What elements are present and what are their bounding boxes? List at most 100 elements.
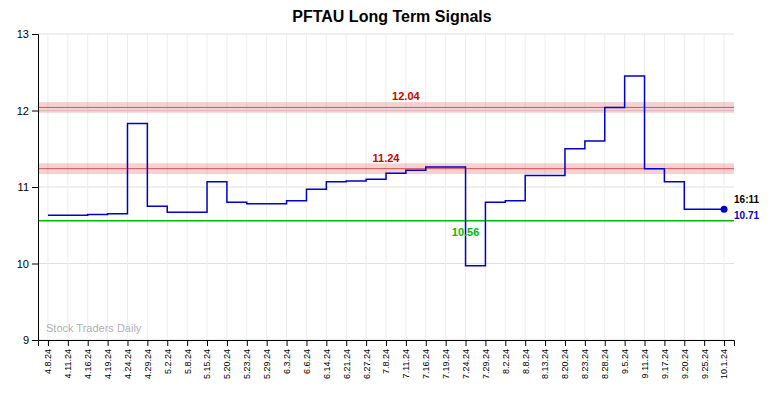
x-tick-label: 8.20.24 <box>560 349 570 379</box>
grid-line-x <box>584 34 585 340</box>
x-axis: 4.8.24 4.11.24 4.16.24 4.19.24 4.24.24 4.29.2… <box>39 340 735 379</box>
grid-line-x <box>425 34 426 340</box>
x-tick-label: 7.29.24 <box>481 349 491 379</box>
last-point <box>721 206 728 213</box>
x-tick: 5.29.24 <box>262 340 272 379</box>
x-tick-mark <box>426 340 427 346</box>
x-tick-mark <box>366 340 367 346</box>
x-tick-mark <box>724 340 725 346</box>
x-tick-mark <box>585 340 586 346</box>
x-tick-label: 9.20.24 <box>680 349 690 379</box>
x-tick-label: 4.24.24 <box>123 349 133 379</box>
reference-label: 11.24 <box>373 152 401 164</box>
x-tick-label: 4.29.24 <box>143 349 153 379</box>
title: PFTAU Long Term Signals <box>292 8 492 25</box>
x-tick: 7.8.24 <box>381 340 391 374</box>
x-tick: 10.1.24 <box>719 340 729 379</box>
y-tick-label: 13 <box>17 28 29 40</box>
x-tick: 5.2.24 <box>163 340 173 374</box>
x-tick: 8.23.24 <box>580 340 590 379</box>
reference-band <box>38 102 734 113</box>
x-tick: 8.8.24 <box>521 340 531 374</box>
reference-line <box>38 107 734 108</box>
x-tick-label: 5.29.24 <box>262 349 272 379</box>
x-tick: 5.20.24 <box>222 340 232 379</box>
x-tick-mark <box>545 340 546 346</box>
x-tick-label: 6.21.24 <box>342 349 352 379</box>
x-tick: 4.24.24 <box>123 340 133 379</box>
grid-line-x <box>724 34 725 340</box>
x-tick-label: 9.25.24 <box>700 349 710 379</box>
x-tick-label: 7.19.24 <box>441 349 451 379</box>
last-value-label: 10.71 <box>734 210 759 221</box>
y-tick-label: 10 <box>17 258 29 270</box>
x-tick-label: 7.11.24 <box>401 349 411 378</box>
x-tick-mark <box>127 340 128 346</box>
x-tick-mark <box>267 340 268 346</box>
x-tick: 8.2.24 <box>501 340 511 374</box>
x-tick-label: 6.3.24 <box>282 349 292 374</box>
x-tick: 9.17.24 <box>660 340 670 379</box>
grid-line-x <box>505 34 506 340</box>
grid-line-x <box>564 34 565 340</box>
x-tick: 4.29.24 <box>143 340 153 379</box>
x-tick-label: 9.5.24 <box>620 349 630 374</box>
x-tick: 8.20.24 <box>560 340 570 379</box>
x-tick: 7.24.24 <box>461 340 471 379</box>
reference-line <box>38 168 734 169</box>
x-tick-label: 8.23.24 <box>580 349 590 379</box>
x-tick-label: 5.8.24 <box>183 349 193 374</box>
x-tick-mark <box>108 340 109 346</box>
x-tick: 9.11.24 <box>640 340 650 378</box>
x-tick-mark <box>406 340 407 346</box>
y-tick-label: 12 <box>17 105 29 117</box>
x-tick: 5.23.24 <box>242 340 252 379</box>
grid-line-x <box>286 34 287 340</box>
x-tick-mark <box>525 340 526 346</box>
x-tick-mark <box>247 340 248 346</box>
grid-line-x <box>445 34 446 340</box>
x-tick-label: 4.8.24 <box>43 349 53 374</box>
y-tick-mark <box>32 111 38 112</box>
reference-line <box>38 220 734 222</box>
grid-line-x <box>246 34 247 340</box>
x-tick: 6.3.24 <box>282 340 292 374</box>
x-tick-mark <box>88 340 89 346</box>
x-tick-mark <box>287 340 288 346</box>
y-tick: 9 <box>23 334 38 346</box>
x-tick: 4.11.24 <box>63 340 73 378</box>
grid-line-x <box>167 34 168 340</box>
x-tick-label: 4.16.24 <box>83 349 93 379</box>
reference-label: 10.56 <box>452 226 480 238</box>
x-tick: 9.20.24 <box>680 340 690 379</box>
x-tick-mark <box>306 340 307 346</box>
grid-line-x <box>67 34 68 340</box>
line <box>48 76 724 266</box>
x-tick-mark <box>207 340 208 346</box>
x-tick: 8.13.24 <box>540 340 550 379</box>
x-axis-line <box>39 341 735 347</box>
x-tick-label: 6.6.24 <box>302 349 312 374</box>
grid-line-x <box>366 34 367 340</box>
x-tick: 7.19.24 <box>441 340 451 379</box>
x-tick: 7.16.24 <box>421 340 431 379</box>
x-tick-mark <box>704 340 705 346</box>
x-tick: 4.19.24 <box>103 340 113 379</box>
x-tick-label: 4.11.24 <box>63 349 73 378</box>
x-tick-mark <box>187 340 188 346</box>
x-tick-mark <box>446 340 447 346</box>
x-tick-label: 8.8.24 <box>521 349 531 374</box>
x-tick-mark <box>326 340 327 346</box>
y-tick-mark <box>32 264 38 265</box>
reference-label: 12.04 <box>392 90 420 102</box>
grid-line-x <box>405 34 406 340</box>
x-tick-label: 9.11.24 <box>640 349 650 378</box>
y-axis-line <box>32 35 39 341</box>
x-tick-label: 4.19.24 <box>103 349 113 379</box>
y-tick-label: 11 <box>18 181 29 193</box>
reference-band <box>38 163 734 174</box>
last-time-label: 16:11 <box>734 194 759 205</box>
x-tick-mark <box>227 340 228 346</box>
x-tick-mark <box>625 340 626 346</box>
annotations: 10.5611.2412.0416:1110.71Stock Traders D… <box>46 90 760 334</box>
